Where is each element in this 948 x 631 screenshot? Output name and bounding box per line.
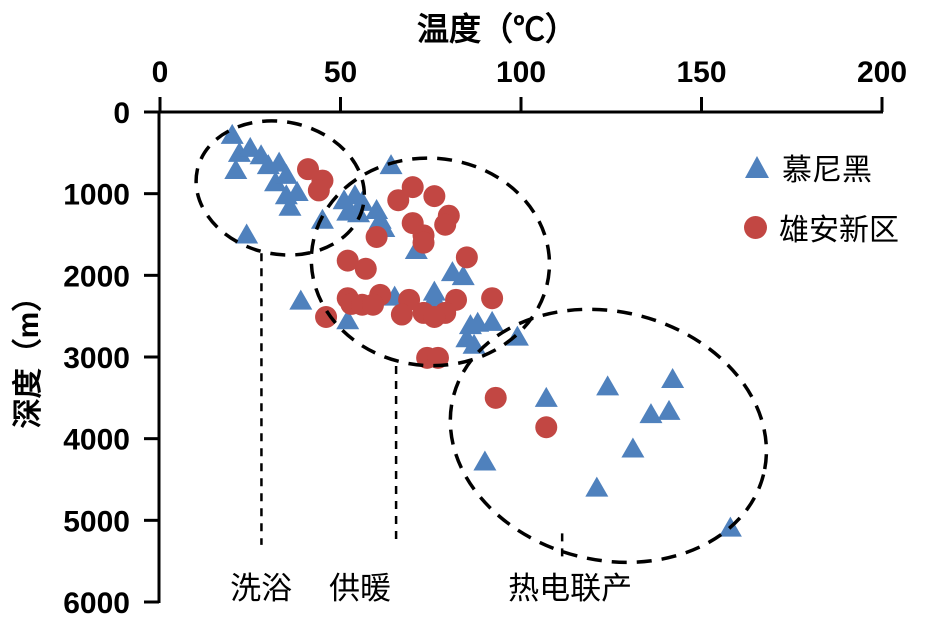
data-point-1 [354, 257, 377, 280]
y-tick-label: 3000 [63, 342, 130, 375]
data-point-1 [401, 176, 424, 199]
circle-marker-icon [744, 215, 767, 239]
x-tick-label: 50 [324, 56, 357, 89]
data-point-1 [412, 231, 435, 254]
data-point-0 [639, 403, 663, 424]
x-tick-label: 150 [676, 56, 726, 89]
data-point-1 [434, 213, 457, 236]
data-point-1 [484, 386, 507, 409]
x-tick-label: 0 [152, 56, 169, 89]
y-tick-label: 5000 [63, 505, 130, 538]
data-point-1 [315, 305, 338, 328]
data-point-1 [423, 305, 446, 328]
data-point-0 [336, 309, 360, 330]
annotation-label: 供暖 [329, 571, 391, 606]
data-point-0 [264, 171, 288, 192]
triangle-marker-icon [745, 156, 769, 178]
data-point-0 [480, 310, 504, 331]
data-point-0 [238, 136, 262, 157]
data-point-0 [274, 163, 298, 184]
data-point-0 [289, 289, 313, 310]
annotation-label: 洗浴 [230, 571, 292, 606]
data-point-0 [347, 202, 371, 223]
data-point-1 [336, 249, 359, 272]
data-point-1 [423, 185, 446, 208]
data-point-1 [455, 246, 478, 269]
data-point-1 [361, 293, 384, 316]
y-tick-label: 0 [113, 97, 130, 130]
data-point-0 [350, 190, 374, 211]
data-point-0 [473, 450, 497, 471]
data-point-0 [278, 195, 302, 216]
cluster-ellipse [309, 156, 552, 368]
chart-title: 温度（℃） [416, 11, 577, 47]
data-point-1 [365, 225, 388, 248]
cluster-ellipse [448, 307, 769, 565]
y-tick-label: 2000 [63, 260, 130, 293]
x-tick-label: 200 [857, 56, 907, 89]
legend: 慕尼黑 雄安新区 [744, 146, 899, 266]
data-point-0 [596, 375, 620, 396]
y-tick-label: 6000 [63, 587, 130, 620]
data-point-0 [657, 399, 681, 420]
legend-label-munich: 慕尼黑 [782, 154, 872, 187]
data-point-1 [387, 189, 410, 212]
data-point-0 [220, 123, 244, 144]
y-tick-label: 1000 [63, 179, 130, 212]
data-point-0 [585, 476, 609, 497]
data-point-0 [621, 437, 645, 458]
data-point-0 [451, 265, 475, 286]
legend-label-xiongan: 雄安新区 [779, 214, 899, 247]
x-tick-label: 100 [496, 56, 546, 89]
data-point-0 [235, 223, 259, 244]
data-point-0 [285, 181, 309, 202]
data-point-0 [422, 287, 446, 308]
data-point-1 [535, 416, 558, 439]
y-tick-label: 4000 [63, 424, 130, 457]
data-point-1 [481, 287, 504, 310]
annotation-label: 热电联产 [508, 571, 632, 606]
data-point-0 [661, 368, 685, 389]
legend-item-xiongan: 雄安新区 [744, 206, 899, 248]
data-point-1 [307, 179, 330, 202]
cluster-ellipse [194, 119, 367, 257]
legend-item-munich: 慕尼黑 [744, 146, 899, 188]
data-point-1 [390, 303, 413, 326]
data-point-1 [426, 346, 449, 369]
data-point-0 [224, 158, 248, 179]
data-point-0 [534, 386, 558, 407]
